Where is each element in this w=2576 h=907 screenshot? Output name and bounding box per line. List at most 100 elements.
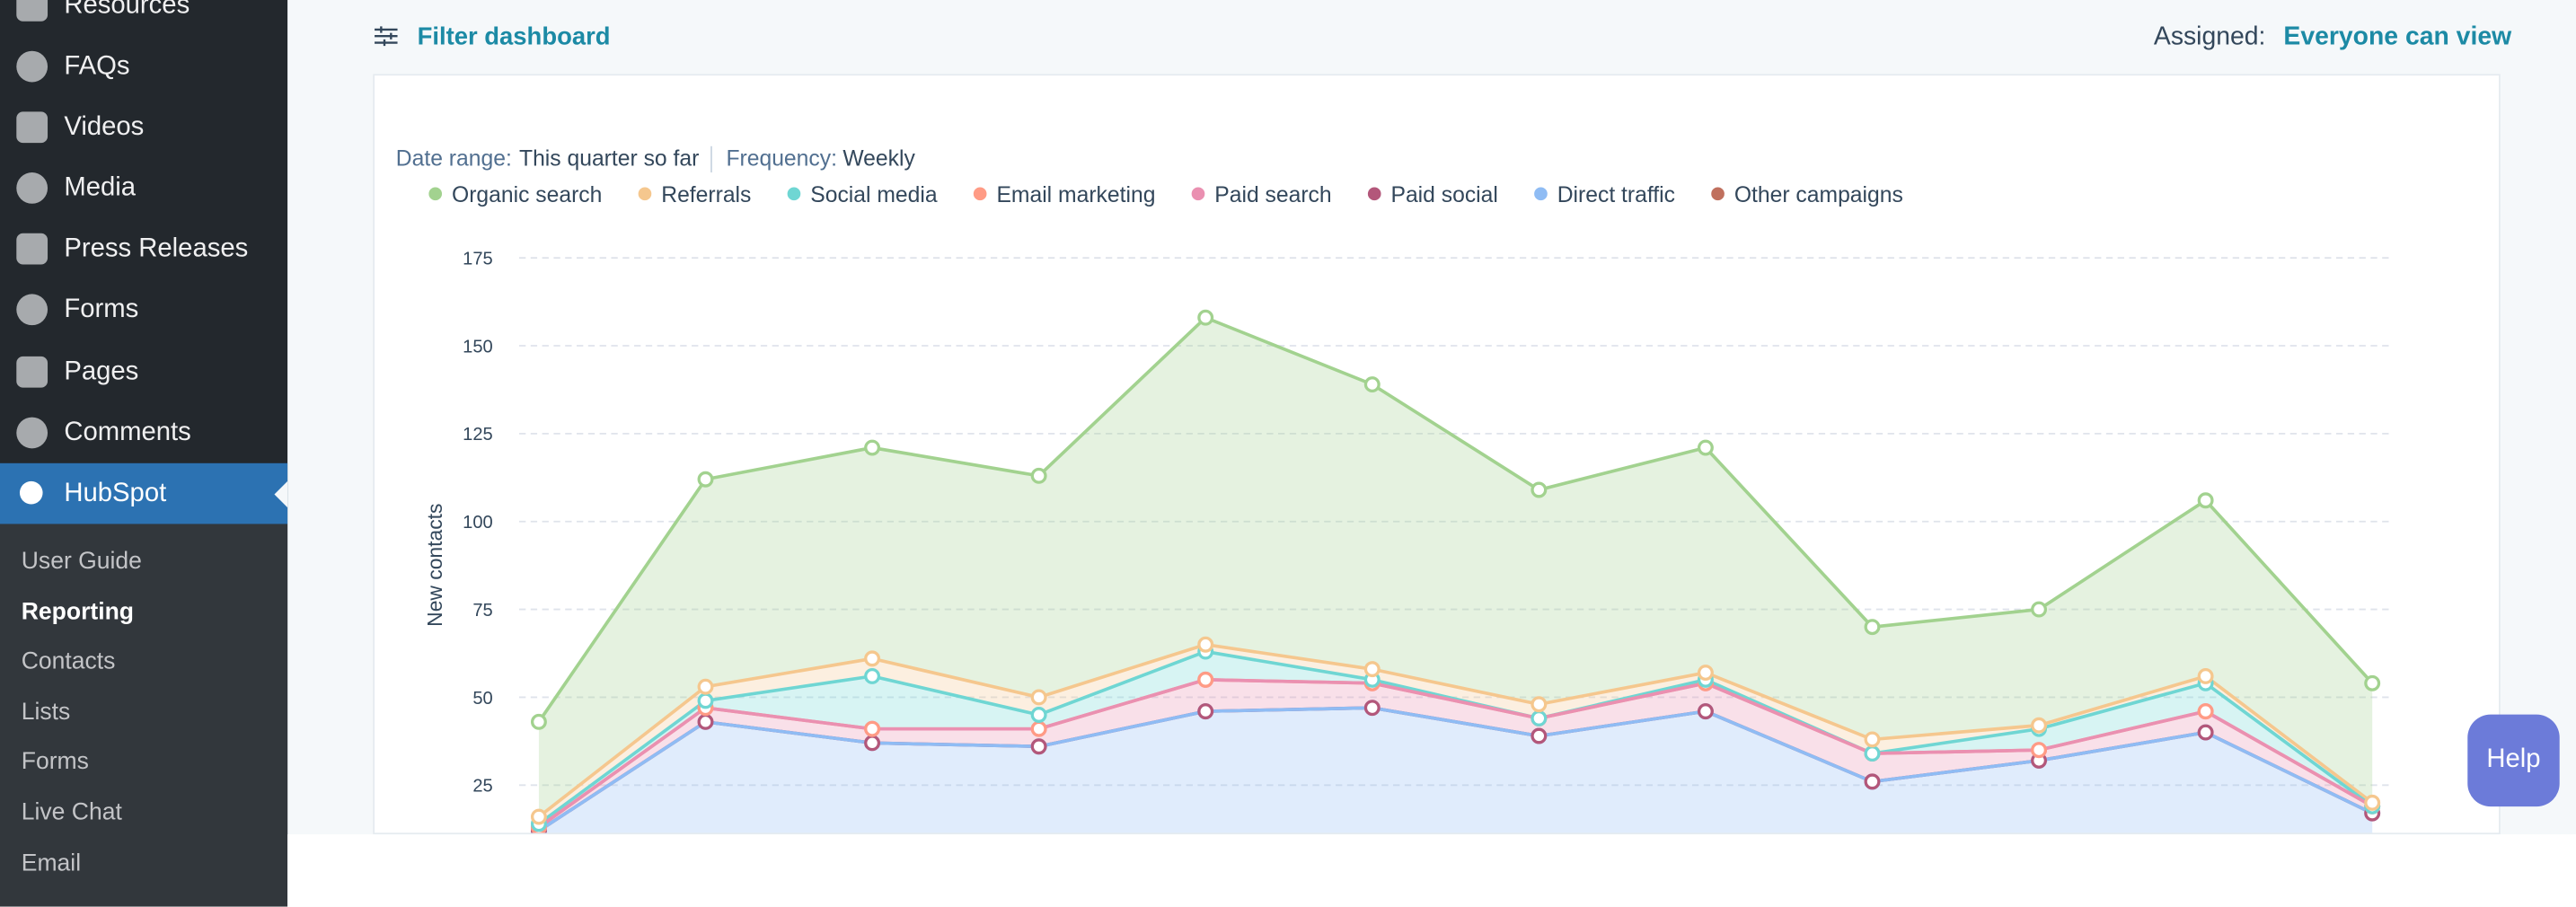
menu-icon (16, 0, 49, 22)
menu-item[interactable]: Videos (0, 97, 287, 158)
frequency-label: Frequency: (726, 147, 837, 172)
point (2031, 601, 2048, 618)
assigned-label: Assigned: (2153, 22, 2266, 51)
point (1864, 619, 1881, 636)
date-range-label: Date range: (396, 147, 512, 172)
menu-icon (16, 294, 49, 326)
legend-label: Email marketing (996, 183, 1155, 207)
menu-item[interactable]: Resources (0, 0, 287, 36)
point (1030, 707, 1047, 723)
point (1697, 703, 1714, 720)
line (537, 706, 2373, 832)
area (538, 651, 2373, 828)
submenu-item[interactable]: Live Chat (21, 799, 122, 827)
menu-item[interactable]: FAQs (0, 36, 287, 97)
menu-label: Resources (64, 0, 190, 20)
menu-icon (16, 50, 49, 83)
line (537, 678, 2374, 829)
legend-label: Organic search (452, 183, 602, 207)
menu-icon (16, 111, 49, 144)
point (530, 808, 547, 825)
legend-dot (428, 187, 443, 201)
point (1197, 636, 1214, 653)
chart-card: Date range: This quarter so far Frequency:… (373, 74, 2501, 835)
point (1697, 439, 1714, 456)
y-axis-label: New contacts (423, 504, 446, 627)
submenu-item[interactable]: User Guide (21, 548, 142, 576)
submenu-item[interactable]: Contacts (21, 648, 116, 676)
filter-icon (375, 26, 398, 47)
help-button[interactable]: Help (2467, 714, 2560, 807)
menu-item[interactable]: HubSpot (0, 462, 288, 524)
point (2197, 703, 2214, 720)
menu-icon (16, 356, 49, 388)
menu-item[interactable]: Pages (0, 341, 287, 402)
point (1531, 709, 1548, 726)
point (1197, 309, 1214, 326)
line (537, 315, 2374, 723)
menu-label: Videos (64, 113, 145, 142)
area (538, 644, 2373, 824)
point (2197, 492, 2214, 509)
legend-dot (787, 187, 801, 201)
point (864, 735, 881, 752)
point (2197, 667, 2214, 684)
legend-label: Referrals (661, 183, 751, 207)
point (1030, 467, 1047, 484)
assigned-value[interactable]: Everyone can view (2283, 22, 2512, 51)
menu-label: Pages (64, 357, 139, 386)
area (538, 679, 2373, 832)
menu-item[interactable]: Comments (0, 402, 287, 463)
menu-icon (16, 417, 49, 449)
date-range-value: This quarter so far (519, 147, 699, 172)
point (1864, 745, 1881, 762)
legend-dot (1367, 187, 1381, 201)
active-caret (274, 480, 288, 508)
menu-item[interactable]: Media (0, 158, 287, 219)
point (697, 678, 714, 695)
footer-area (287, 834, 2576, 907)
legend-label: Direct traffic (1557, 183, 1675, 207)
legend-label: Other campaigns (1734, 183, 1903, 207)
legend-dot (1191, 187, 1205, 201)
legend-dot (1534, 187, 1548, 201)
y-tick-label: 125 (463, 425, 493, 445)
menu-item[interactable]: Press Releases (0, 218, 287, 279)
point (1363, 376, 1381, 393)
frequency-value: Weekly (842, 147, 915, 172)
legend-dot (638, 187, 652, 201)
point (1030, 720, 1047, 737)
line (537, 649, 2374, 825)
point (1197, 703, 1214, 720)
y-tick-label: 175 (463, 249, 493, 269)
y-tick-label: 75 (472, 601, 492, 621)
point (697, 713, 714, 730)
point (1531, 727, 1548, 744)
legend-label: Paid search (1214, 183, 1331, 207)
area (538, 317, 2373, 817)
submenu-item[interactable]: Lists (21, 699, 71, 726)
menu-item[interactable]: Forms (0, 279, 287, 340)
submenu-item[interactable]: Forms (21, 749, 89, 777)
point (864, 667, 881, 684)
menu-label: HubSpot (64, 480, 167, 508)
menu-label: Forms (64, 295, 139, 324)
point (1531, 696, 1548, 713)
point (1864, 773, 1881, 790)
point (1363, 700, 1381, 717)
filter-button[interactable]: Filter dashboard (417, 22, 611, 51)
menu-icon (19, 480, 43, 505)
point (2197, 724, 2214, 741)
point (864, 650, 881, 667)
point (530, 713, 547, 730)
point (697, 471, 714, 488)
submenu-item[interactable]: Reporting (21, 598, 135, 626)
menu-icon (16, 233, 49, 265)
point (864, 720, 881, 737)
legend-dot (1711, 187, 1725, 201)
submenu-item[interactable]: Email (21, 850, 82, 876)
point (2364, 674, 2381, 691)
point (1864, 731, 1881, 748)
point (1030, 738, 1047, 755)
